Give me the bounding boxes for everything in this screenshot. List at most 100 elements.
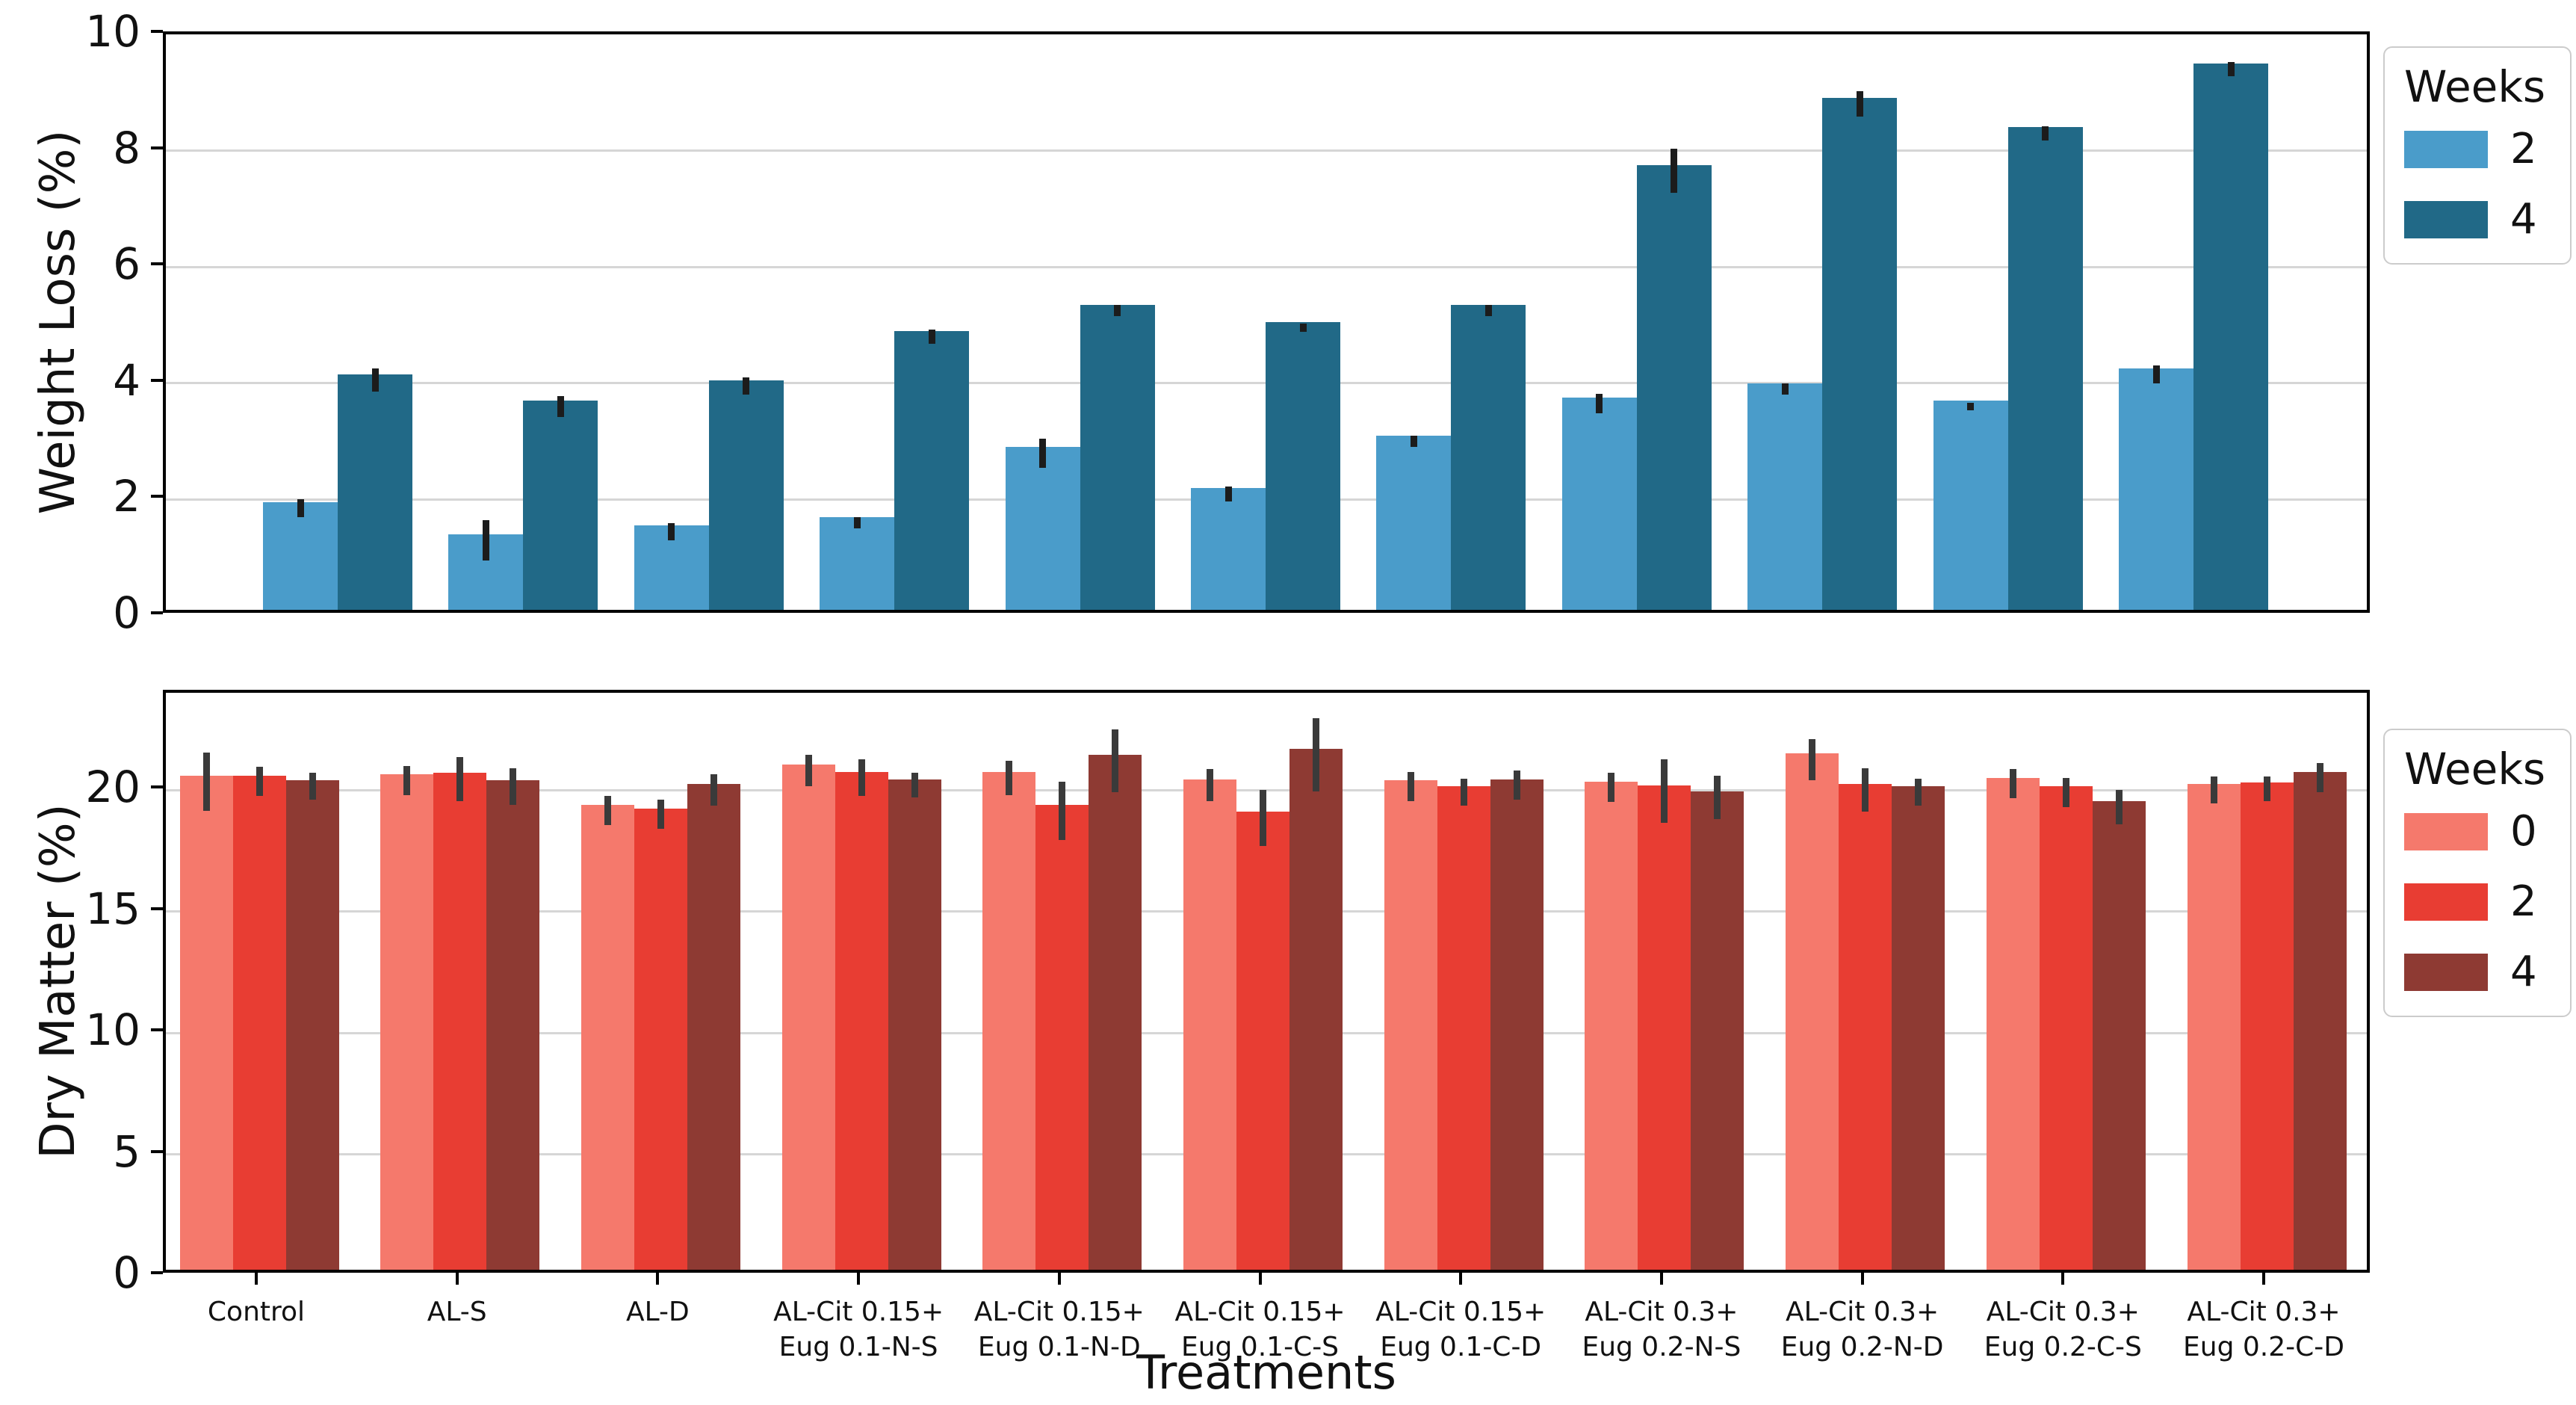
bar-week0-AL-S xyxy=(380,774,434,1270)
y-tick-mark xyxy=(151,495,163,498)
y-tick-label: 15 xyxy=(85,883,140,934)
bar-week4-AL-Cit 0.3+ xyxy=(1636,164,1712,610)
legend-swatch-week-2 xyxy=(2404,131,2488,168)
treatment-label: AL-S xyxy=(427,1297,487,1327)
dry-matter-plot-area xyxy=(163,690,2370,1273)
y-tick-mark xyxy=(151,785,163,788)
error-bar xyxy=(297,499,304,517)
y-tick-mark xyxy=(151,1149,163,1153)
bar-week0-AL-Cit 0.3+ xyxy=(1786,753,1839,1270)
y-tick-mark xyxy=(151,146,163,149)
treatment-label: AL-D xyxy=(626,1297,690,1327)
legend-label: 2 xyxy=(2510,125,2537,173)
error-bar xyxy=(2263,776,2270,801)
bar-week4-AL-S xyxy=(523,400,598,610)
bar-week2-AL-Cit 0.3+ xyxy=(2240,782,2294,1270)
treatment-label: AL-Cit 0.15+ Eug 0.1-N-D xyxy=(973,1297,1145,1362)
x-tick-mark xyxy=(2061,1273,2065,1285)
bar-week4-AL-Cit 0.15+ xyxy=(1080,304,1155,610)
bar-week2-AL-Cit 0.15+ xyxy=(835,771,888,1270)
bar-week4-AL-S xyxy=(486,780,540,1270)
bar-week2-AL-Cit 0.3+ xyxy=(2119,368,2193,610)
bar-week0-AL-Cit 0.15+ xyxy=(781,765,835,1270)
error-bar xyxy=(668,522,675,540)
bar-week4-AL-Cit 0.15+ xyxy=(1451,304,1526,610)
gridline xyxy=(166,265,2367,268)
gridline xyxy=(166,149,2367,152)
error-bar xyxy=(710,773,717,806)
treatment-label: AL-Cit 0.15+ Eug 0.1-N-S xyxy=(773,1297,944,1362)
bar-week2-AL-Cit 0.3+ xyxy=(2039,786,2093,1270)
error-bar xyxy=(928,330,935,344)
legend-swatch-week-4 xyxy=(2404,201,2488,238)
error-bar xyxy=(456,757,464,801)
y-tick-mark xyxy=(151,1271,163,1274)
legend-entry-week-2: 2 xyxy=(2404,129,2551,170)
y-tick-mark xyxy=(151,378,163,382)
y-tick-label: 10 xyxy=(85,6,140,57)
x-tick-mark xyxy=(1057,1273,1061,1285)
error-bar xyxy=(1608,773,1615,803)
bar-week2-Control xyxy=(232,775,286,1270)
x-tick-mark xyxy=(1258,1273,1262,1285)
error-bar xyxy=(743,377,750,395)
error-bar xyxy=(1781,383,1789,395)
bar-week4-AL-Cit 0.15+ xyxy=(1490,779,1544,1270)
bar-week4-AL-Cit 0.15+ xyxy=(894,330,970,610)
legend-entry-week-4: 4 xyxy=(2404,951,2551,993)
x-tick-mark xyxy=(1459,1273,1463,1285)
error-bar xyxy=(1596,393,1603,414)
error-bar xyxy=(256,767,263,797)
bar-week4-AL-D xyxy=(708,380,784,610)
y-tick-label: 2 xyxy=(113,471,140,522)
error-bar xyxy=(1714,775,1721,819)
bar-week4-AL-Cit 0.3+ xyxy=(2092,800,2146,1270)
bar-week2-AL-Cit 0.15+ xyxy=(1191,487,1266,610)
treatments-x-axis-label: Treatments xyxy=(1136,1345,1396,1400)
error-bar xyxy=(371,368,379,392)
error-bar xyxy=(1671,149,1678,194)
error-bar xyxy=(1513,771,1520,800)
y-tick-mark xyxy=(151,611,163,614)
dry-matter-y-axis-label: Dry Matter (%) xyxy=(31,803,86,1159)
error-bar xyxy=(1039,438,1047,468)
legend-title: Weeks xyxy=(2404,744,2546,794)
error-bar xyxy=(853,516,861,529)
bar-week2-AL-Cit 0.3+ xyxy=(1839,784,1892,1270)
error-bar xyxy=(657,800,664,829)
x-tick-mark xyxy=(857,1273,861,1285)
x-tick-mark xyxy=(2262,1273,2265,1285)
bar-week4-AL-Cit 0.3+ xyxy=(2193,63,2268,610)
error-bar xyxy=(1856,91,1863,117)
error-bar xyxy=(1299,324,1307,333)
y-tick-mark xyxy=(151,1028,163,1031)
bar-week2-AL-Cit 0.15+ xyxy=(1376,435,1452,610)
error-bar xyxy=(309,773,316,800)
bar-week2-AL-Cit 0.15+ xyxy=(820,516,895,610)
bar-week2-AL-Cit 0.3+ xyxy=(1747,383,1823,610)
error-bar xyxy=(1410,435,1417,448)
treatment-label: AL-Cit 0.3+ Eug 0.2-C-S xyxy=(1984,1297,2142,1362)
x-tick-mark xyxy=(1659,1273,1663,1285)
error-bar xyxy=(202,752,210,811)
y-tick-label: 4 xyxy=(113,354,140,406)
error-bar xyxy=(482,519,489,561)
error-bar xyxy=(1112,729,1119,793)
legend-label: 0 xyxy=(2510,807,2537,856)
error-bar xyxy=(1313,718,1319,791)
y-tick-label: 10 xyxy=(85,1004,140,1055)
bar-week0-Control xyxy=(179,775,233,1270)
bar-week2-AL-Cit 0.15+ xyxy=(1005,447,1080,610)
y-tick-label: 8 xyxy=(113,122,140,173)
bar-week4-AL-Cit 0.15+ xyxy=(1266,321,1340,610)
legend-swatch-week-2 xyxy=(2404,883,2488,921)
bar-week4-AL-Cit 0.3+ xyxy=(2007,127,2083,610)
bar-week4-Control xyxy=(285,780,339,1270)
legend-entry-week-0: 0 xyxy=(2404,811,2551,853)
error-bar xyxy=(557,395,564,417)
y-tick-label: 20 xyxy=(85,762,140,812)
error-bar xyxy=(604,796,611,826)
bar-week4-AL-Cit 0.3+ xyxy=(2293,771,2347,1270)
